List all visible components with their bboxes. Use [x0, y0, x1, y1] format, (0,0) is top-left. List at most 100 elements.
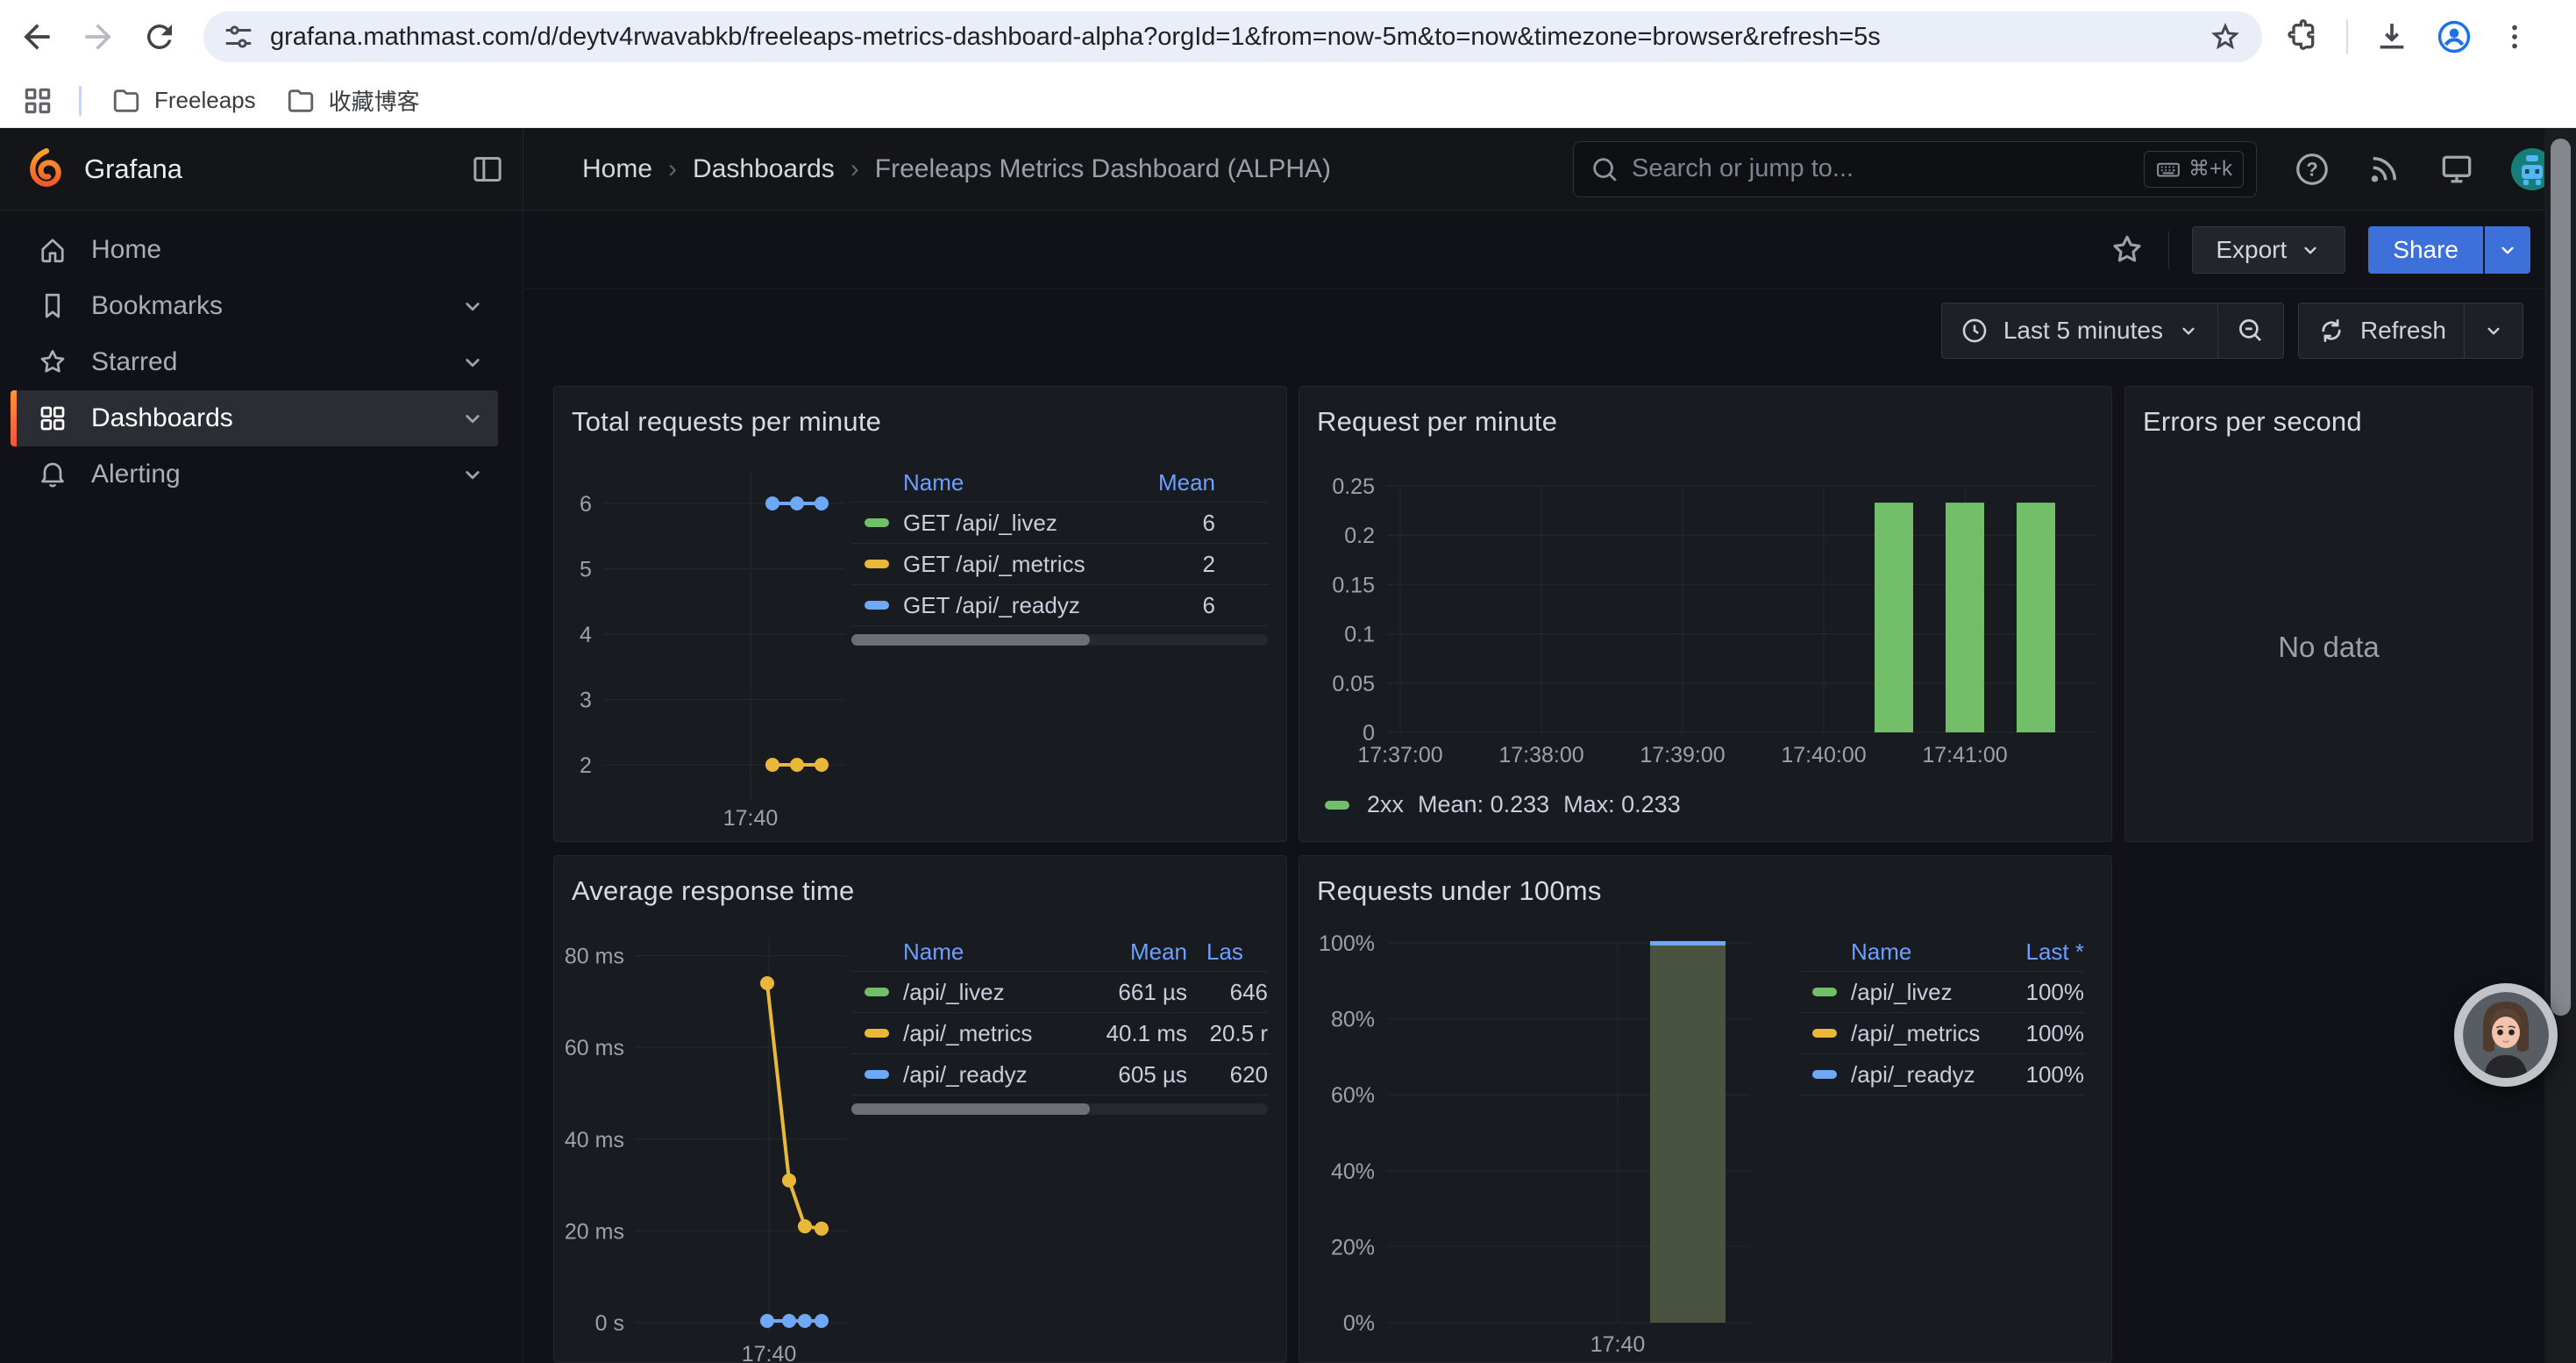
legend-row[interactable]: /api/_metrics 40.1 ms 20.5 r [851, 1013, 1268, 1054]
svg-text:4: 4 [580, 623, 592, 647]
sidebar-item-starred[interactable]: Starred [11, 334, 498, 390]
legend-row[interactable]: /api/_livez 661 µs 646 [851, 972, 1268, 1013]
sidebar-item-alerting[interactable]: Alerting [11, 446, 498, 503]
legend-mean-value: 6 [1110, 592, 1215, 619]
svg-text:6: 6 [580, 492, 592, 517]
chart-legend[interactable]: 2xx Mean: 0.233 Max: 0.233 [1325, 791, 1681, 818]
time-range-picker[interactable]: Last 5 minutes [1942, 303, 2217, 358]
breadcrumb-current: Freeleaps Metrics Dashboard (ALPHA) [875, 154, 1331, 184]
controls-divider [2168, 231, 2169, 269]
svg-text:17:38:00: 17:38:00 [1498, 743, 1583, 767]
help-icon[interactable]: ? [2294, 151, 2330, 188]
url-bar[interactable]: grafana.mathmast.com/d/deytv4rwavabkb/fr… [203, 11, 2262, 62]
grafana-app: Grafana Home › Dashboards › Freeleaps Me… [0, 128, 2576, 1363]
scrollbar-thumb[interactable] [2551, 139, 2571, 1016]
avatar-cartoon-image [2462, 991, 2550, 1079]
share-button[interactable]: Share [2368, 226, 2483, 274]
grafana-header: Grafana Home › Dashboards › Freeleaps Me… [0, 128, 2576, 211]
request-per-minute-chart[interactable]: 0.250.20.150.10.05017:37:0017:38:0017:39… [1299, 387, 2113, 843]
back-button[interactable] [12, 12, 61, 61]
panel-request-per-minute: Request per minute 0.250.20.150.10.05017… [1299, 386, 2112, 842]
news-rss-icon[interactable] [2366, 151, 2402, 188]
legend-col-name: Name [903, 469, 1110, 496]
legend-mean-value: 605 µs [1082, 1061, 1187, 1088]
grafana-brand[interactable]: Grafana [84, 153, 182, 185]
site-info-icon[interactable] [223, 21, 254, 53]
search-placeholder: Search or jump to... [1632, 154, 2144, 183]
forward-button[interactable] [74, 12, 123, 61]
arrow-right-icon [79, 18, 117, 56]
refresh-interval-button[interactable] [2465, 303, 2523, 358]
svg-text:20%: 20% [1331, 1235, 1375, 1260]
extensions-icon[interactable] [2285, 19, 2320, 54]
legend-row[interactable]: /api/_metrics 100% [1799, 1013, 2084, 1054]
export-button[interactable]: Export [2192, 226, 2345, 274]
time-controls: Last 5 minutes Refresh [1941, 303, 2523, 359]
svg-text:5: 5 [580, 558, 592, 582]
menu-dots-icon[interactable] [2499, 21, 2530, 53]
sidebar-toggle-icon[interactable] [470, 152, 505, 187]
legend-last-value: 100% [2001, 979, 2084, 1006]
sidebar-item-label: Starred [91, 347, 177, 377]
sidebar-item-home[interactable]: Home [11, 222, 498, 278]
bell-icon [37, 459, 68, 490]
breadcrumb-dashboards[interactable]: Dashboards [693, 154, 835, 184]
browser-toolbar: grafana.mathmast.com/d/deytv4rwavabkb/fr… [0, 0, 2576, 74]
search-icon [1590, 154, 1619, 184]
svg-text:80%: 80% [1331, 1008, 1375, 1032]
panel-requests-under-100ms: Requests under 100ms 100%80%60%40%20%0%1… [1299, 855, 2112, 1363]
legend-row[interactable]: GET /api/_readyz 6 [851, 585, 1268, 626]
bookmark-folder-blogs[interactable]: 收藏博客 [286, 84, 420, 117]
bookmark-star-icon[interactable] [2208, 19, 2243, 54]
chevron-down-icon[interactable] [459, 349, 486, 375]
zoom-out-button[interactable] [2218, 303, 2283, 358]
downloads-icon[interactable] [2374, 19, 2409, 54]
svg-text:2: 2 [580, 753, 592, 778]
legend-series-name: /api/_metrics [903, 1020, 1082, 1047]
legend-row[interactable]: GET /api/_metrics 2 [851, 544, 1268, 585]
star-icon [37, 346, 68, 378]
svg-text:17:40: 17:40 [742, 1342, 797, 1363]
chevron-down-icon[interactable] [459, 293, 486, 319]
reload-button[interactable] [135, 12, 184, 61]
legend-pill [865, 988, 889, 996]
legend-scrollbar[interactable] [851, 634, 1268, 646]
favorite-star-icon[interactable] [2109, 232, 2145, 268]
legend-mean-value: 40.1 ms [1082, 1020, 1187, 1047]
url-text[interactable]: grafana.mathmast.com/d/deytv4rwavabkb/fr… [270, 23, 2208, 52]
floating-avatar[interactable] [2454, 983, 2558, 1087]
chevron-down-icon[interactable] [459, 405, 486, 432]
legend-series-name: GET /api/_livez [903, 510, 1110, 537]
panel-total-requests-per-minute: Total requests per minute 6543217:40 Nam… [553, 386, 1287, 842]
requests-under-100ms-chart[interactable]: 100%80%60%40%20%0%17:40 [1299, 856, 2113, 1363]
legend-pill [1325, 801, 1349, 810]
legend-row[interactable]: GET /api/_livez 6 [851, 503, 1268, 544]
legend-mean-value: 6 [1110, 510, 1215, 537]
legend-row[interactable]: /api/_readyz 605 µs 620 [851, 1054, 1268, 1095]
legend-series-name: /api/_readyz [1851, 1061, 2001, 1088]
legend-series-name: 2xx [1367, 791, 1404, 818]
svg-text:17:39:00: 17:39:00 [1640, 743, 1725, 767]
share-menu-button[interactable] [2483, 226, 2530, 274]
breadcrumb-home[interactable]: Home [582, 154, 652, 184]
legend-row[interactable]: /api/_livez 100% [1799, 972, 2084, 1013]
apps-grid-icon[interactable] [21, 84, 54, 118]
legend-scrollbar[interactable] [851, 1103, 1268, 1115]
panel-title[interactable]: Errors per second [2143, 406, 2362, 438]
grafana-logo-icon[interactable] [25, 147, 68, 191]
page-scrollbar[interactable] [2544, 128, 2576, 1363]
search-input[interactable]: Search or jump to... ⌘+k [1573, 141, 2257, 197]
kiosk-monitor-icon[interactable] [2437, 150, 2476, 189]
refresh-button[interactable]: Refresh [2299, 303, 2464, 358]
no-data-message: No data [2125, 631, 2532, 664]
profile-icon[interactable] [2436, 18, 2473, 55]
legend-row[interactable]: /api/_readyz 100% [1799, 1054, 2084, 1095]
sidebar-item-dashboards[interactable]: Dashboards [11, 390, 498, 446]
svg-text:0 s: 0 s [595, 1311, 624, 1336]
svg-text:0.2: 0.2 [1344, 524, 1375, 548]
sidebar-item-bookmarks[interactable]: Bookmarks [11, 278, 498, 334]
chevron-down-icon[interactable] [459, 461, 486, 488]
bookmark-folder-freeleaps[interactable]: Freeleaps [111, 86, 256, 116]
reload-icon [141, 18, 178, 55]
svg-text:0.15: 0.15 [1332, 573, 1375, 597]
